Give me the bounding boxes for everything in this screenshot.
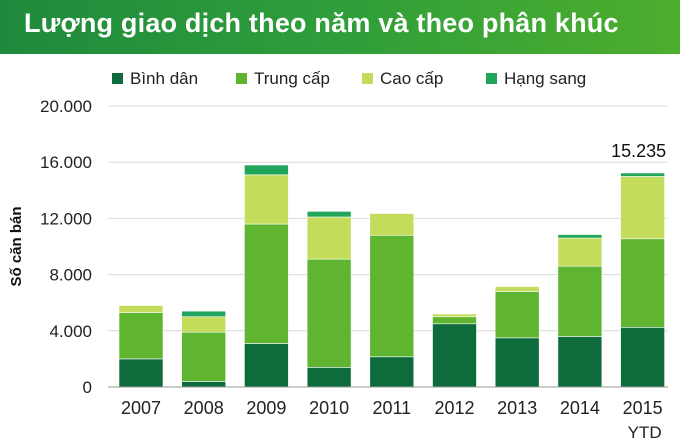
- bar-segment: [244, 223, 289, 344]
- total-annotation: 15.235: [611, 141, 666, 161]
- bar-segment: [369, 356, 415, 388]
- bar-segment: [620, 326, 665, 388]
- bar-segment: [181, 316, 226, 333]
- bar-segment: [306, 211, 352, 218]
- bar-segment: [306, 216, 352, 260]
- x-tick-label: 2007: [121, 398, 161, 418]
- bar-segment: [620, 172, 665, 177]
- bar-segment: [181, 381, 226, 388]
- y-tick-label: 8.000: [49, 266, 92, 285]
- bar-segment: [181, 310, 226, 318]
- y-tick-label: 0: [83, 378, 92, 397]
- legend-label: Trung cấp: [254, 69, 330, 88]
- bar-segment: [432, 323, 477, 388]
- legend-swatch: [112, 73, 123, 84]
- bar-segment: [557, 237, 603, 267]
- legend-label: Cao cấp: [380, 69, 443, 88]
- y-tick-label: 4.000: [49, 322, 92, 341]
- legend-swatch: [486, 73, 497, 84]
- x-tick-label: 2015: [623, 398, 663, 418]
- bar-segment: [494, 291, 540, 339]
- y-tick-label: 20.000: [40, 97, 92, 116]
- bar-segment: [369, 234, 415, 358]
- x-tick-sublabel: YTD: [628, 423, 662, 442]
- legend-swatch: [236, 73, 247, 84]
- x-tick-label: 2011: [372, 398, 411, 418]
- bar-segment: [244, 174, 289, 225]
- bar-segment: [306, 258, 352, 368]
- legend-swatch: [362, 73, 373, 84]
- bar-segment: [620, 238, 665, 328]
- bar-segment: [181, 331, 226, 382]
- y-tick-label: 16.000: [40, 153, 92, 172]
- x-tick-label: 2012: [434, 398, 474, 418]
- bar-segment: [557, 336, 603, 388]
- x-tick-label: 2008: [184, 398, 224, 418]
- bar-segment: [244, 343, 289, 388]
- bar-segment: [432, 316, 477, 325]
- bar-segment: [244, 164, 289, 176]
- bar-segment: [494, 337, 540, 388]
- y-tick-label: 12.000: [40, 209, 92, 228]
- y-axis-label: Số căn bán: [8, 206, 25, 286]
- x-tick-label: 2009: [246, 398, 286, 418]
- bar-segment: [494, 286, 540, 292]
- bar-segment: [557, 265, 603, 337]
- bar-segment: [620, 176, 665, 240]
- bar-segment: [118, 312, 164, 360]
- legend-label: Bình dân: [130, 69, 198, 88]
- x-tick-label: 2013: [497, 398, 537, 418]
- page-title: Lượng giao dịch theo năm và theo phân kh…: [24, 8, 619, 38]
- bar-segment: [118, 358, 164, 388]
- x-tick-label: 2014: [560, 398, 600, 418]
- bar-segment: [306, 367, 352, 388]
- bar-segment: [118, 305, 164, 313]
- bar-segment: [369, 213, 415, 236]
- header-banner: Lượng giao dịch theo năm và theo phân kh…: [0, 0, 680, 54]
- x-tick-label: 2010: [309, 398, 349, 418]
- bar-segment: [557, 234, 603, 239]
- legend-label: Hạng sang: [504, 69, 586, 88]
- bar-segment: [432, 313, 477, 318]
